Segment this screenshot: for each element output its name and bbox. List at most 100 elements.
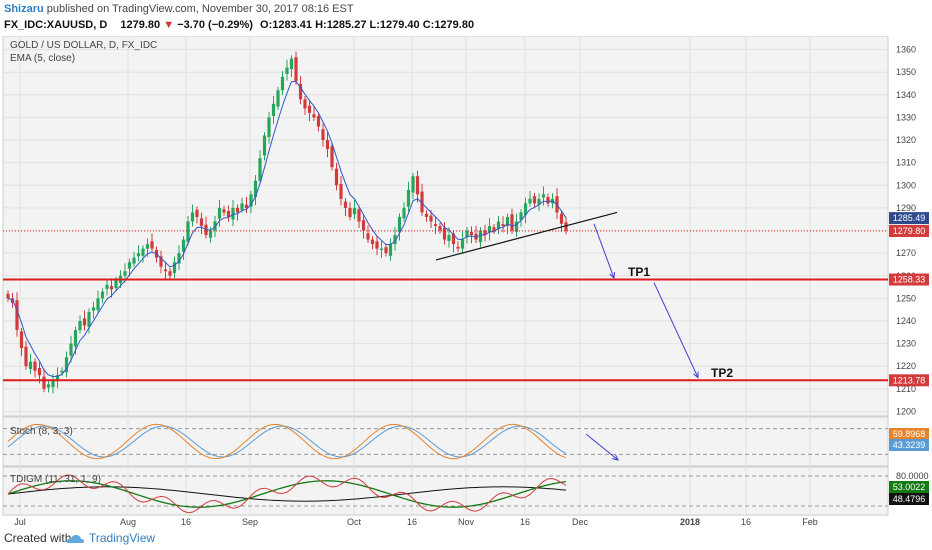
candle-body bbox=[91, 307, 96, 311]
candle-body bbox=[514, 221, 519, 232]
stoch-value-text: 43.3239 bbox=[893, 440, 926, 450]
candle-body bbox=[46, 384, 51, 388]
candle-body bbox=[348, 207, 352, 217]
candle-body bbox=[217, 207, 222, 219]
y-tick-label: 1300 bbox=[896, 180, 916, 190]
candle-body bbox=[127, 262, 132, 269]
candle-body bbox=[370, 239, 375, 245]
candle-body bbox=[109, 286, 114, 290]
candle-body bbox=[343, 201, 348, 208]
tdigm-value-text: 53.0022 bbox=[893, 482, 926, 492]
stoch-label: Stoch (8, 3, 3) bbox=[10, 426, 73, 437]
candle-body bbox=[199, 218, 204, 226]
tdigm-pane-border bbox=[2, 466, 889, 516]
price-label-box bbox=[889, 212, 929, 225]
candle-body bbox=[60, 370, 64, 373]
tradingview-cloud-icon bbox=[66, 535, 85, 543]
candle-body bbox=[334, 168, 339, 186]
candle-body bbox=[375, 241, 379, 249]
candle-body bbox=[487, 226, 492, 233]
candle-body bbox=[541, 194, 546, 198]
stoch-projection-arrow-head bbox=[612, 454, 619, 461]
candle-body bbox=[6, 293, 10, 299]
candle-body bbox=[388, 244, 393, 256]
publish-info: Shizaru published on TradingView.com, No… bbox=[4, 3, 354, 15]
trendline bbox=[435, 211, 618, 261]
candle-body bbox=[406, 189, 411, 207]
candle-body bbox=[316, 116, 321, 127]
candle-body bbox=[73, 330, 78, 347]
price-label-box bbox=[889, 273, 929, 286]
tp2-label: TP2 bbox=[711, 366, 733, 380]
x-tick-label: Jul bbox=[14, 517, 26, 527]
candle-body bbox=[37, 368, 42, 376]
price-label-box bbox=[889, 224, 929, 237]
candle-body bbox=[438, 226, 442, 231]
candle-body bbox=[19, 331, 24, 349]
candle-body bbox=[460, 239, 465, 249]
x-tick-label: Oct bbox=[347, 517, 362, 527]
candle-body bbox=[420, 191, 424, 213]
candle-body bbox=[96, 298, 100, 311]
chart-title: GOLD / US DOLLAR, D, FX_IDC bbox=[10, 40, 157, 51]
candle-body bbox=[267, 117, 271, 137]
candle-body bbox=[51, 379, 55, 388]
tradingview-link[interactable]: TradingView bbox=[89, 531, 156, 545]
tdigm-label: TDIGM (11, 31, 1, 9) bbox=[10, 474, 101, 485]
candle-body bbox=[393, 235, 397, 245]
y-tick-label: 1210 bbox=[896, 384, 916, 394]
symbol-name: FX_IDC:XAUUSD, D bbox=[4, 19, 108, 31]
tdigm-value-text: 48.4796 bbox=[893, 494, 926, 504]
candle-body bbox=[163, 269, 168, 272]
candle-body bbox=[397, 216, 402, 233]
price-axis: 1200121012201230124012501260127012801290… bbox=[889, 45, 929, 416]
candle-body bbox=[496, 221, 501, 230]
candle-body bbox=[447, 235, 451, 241]
x-tick-label: 16 bbox=[181, 517, 191, 527]
candle-body bbox=[159, 256, 163, 267]
candle-body bbox=[145, 244, 150, 249]
candle-body bbox=[114, 280, 118, 288]
x-tick-label: Nov bbox=[458, 517, 475, 527]
candle-body bbox=[222, 209, 226, 213]
last-price: 1279.80 bbox=[120, 19, 161, 31]
candle-body bbox=[510, 214, 514, 231]
candle-body bbox=[294, 57, 298, 82]
x-tick-label: 16 bbox=[741, 517, 751, 527]
candle-body bbox=[465, 230, 469, 237]
candle-body bbox=[289, 58, 294, 70]
candle-body bbox=[433, 224, 438, 226]
tdigm-axis-label: 80.0000 bbox=[896, 471, 929, 481]
candle-body bbox=[456, 246, 460, 249]
candle-body bbox=[78, 321, 82, 331]
candle-body bbox=[519, 212, 523, 221]
candle-body bbox=[312, 114, 316, 118]
y-tick-label: 1220 bbox=[896, 361, 916, 371]
candle-body bbox=[298, 83, 303, 100]
time-axis: Jul Aug 16 Sep Oct 16 Nov 16 Dec 2018 16 Feb bbox=[14, 517, 818, 527]
projection-arrow-tp1-head bbox=[609, 272, 616, 280]
candle-body bbox=[483, 230, 487, 236]
candle-body bbox=[249, 194, 253, 207]
projection-arrow-tp2-head bbox=[693, 371, 699, 379]
candle-body bbox=[361, 220, 366, 231]
candle-body bbox=[325, 140, 330, 150]
candle-body bbox=[271, 103, 276, 117]
candle-body bbox=[330, 146, 334, 168]
candle-body bbox=[136, 253, 141, 257]
price-change: −3.70 (−0.29%) bbox=[177, 19, 253, 31]
candle-body bbox=[123, 271, 127, 276]
author-link[interactable]: Shizaru bbox=[4, 3, 44, 15]
price-label-text: 1279.80 bbox=[893, 226, 926, 236]
y-tick-label: 1310 bbox=[896, 158, 916, 168]
candle-body bbox=[528, 198, 532, 204]
tdigm-red-line bbox=[7, 474, 567, 514]
candle-body bbox=[451, 233, 456, 245]
stoch-value-box bbox=[889, 428, 929, 440]
candle-body bbox=[177, 253, 181, 264]
candle-body bbox=[235, 207, 240, 213]
price-label-text: 1213.78 bbox=[893, 375, 926, 385]
candle-body bbox=[69, 343, 73, 356]
